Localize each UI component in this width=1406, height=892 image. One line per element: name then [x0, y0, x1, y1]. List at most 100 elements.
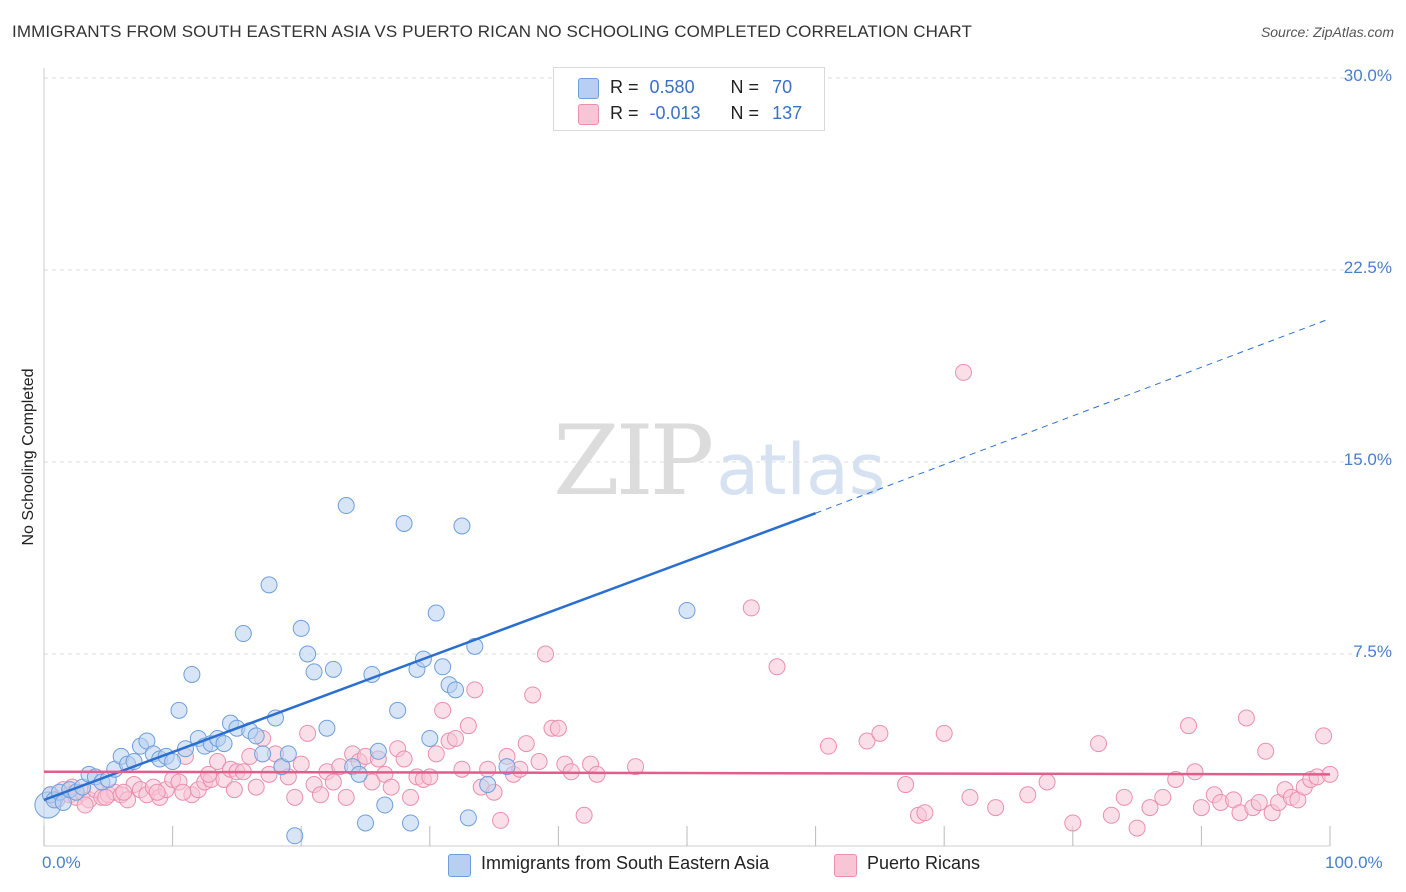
data-point-puerto-ricans: [517, 735, 535, 753]
data-point-puerto-ricans: [537, 645, 555, 663]
data-point-puerto-ricans: [299, 724, 317, 742]
data-point-puerto-ricans: [961, 788, 979, 806]
data-point-puerto-ricans: [588, 765, 606, 783]
y-tick-label: 22.5%: [1343, 258, 1392, 277]
data-point-immigrants-sea: [395, 514, 413, 532]
data-point-puerto-ricans: [1102, 806, 1120, 824]
legend-swatch-blue: [578, 78, 599, 99]
y-tick-label: 30.0%: [1343, 66, 1392, 85]
data-point-immigrants-sea: [279, 745, 297, 763]
n-label: N =: [730, 103, 760, 123]
data-point-immigrants-sea: [247, 727, 265, 745]
data-point-puerto-ricans: [434, 701, 452, 719]
y-axis-label: No Schooling Completed: [20, 368, 37, 546]
data-point-immigrants-sea: [234, 625, 252, 643]
data-point-puerto-ricans: [575, 806, 593, 824]
data-point-immigrants-sea: [183, 665, 201, 683]
legend-swatch-immigrants: [448, 854, 471, 877]
y-tick-label: 15.0%: [1343, 450, 1392, 469]
series-legend: Immigrants from South Eastern Asia Puert…: [0, 852, 1406, 878]
data-point-immigrants-sea: [678, 601, 696, 619]
data-point-puerto-ricans: [871, 724, 889, 742]
data-point-puerto-ricans: [363, 773, 381, 791]
series-puerto-ricans: [41, 363, 1339, 837]
data-point-puerto-ricans: [479, 760, 497, 778]
data-point-puerto-ricans: [1090, 735, 1108, 753]
data-point-puerto-ricans: [524, 686, 542, 704]
data-point-immigrants-sea: [318, 719, 336, 737]
data-point-puerto-ricans: [819, 737, 837, 755]
r-value: 0.580: [649, 77, 695, 97]
legend-text-blue: R = 0.580 N = 70: [610, 77, 792, 98]
data-point-puerto-ricans: [858, 732, 876, 750]
data-point-puerto-ricans: [492, 811, 510, 829]
data-point-puerto-ricans: [174, 783, 192, 801]
data-point-immigrants-sea: [402, 814, 420, 832]
data-point-puerto-ricans: [1192, 799, 1210, 817]
trend-line-immigrants-sea: [43, 512, 817, 802]
r-value: -0.013: [649, 103, 701, 123]
data-point-puerto-ricans: [1064, 814, 1082, 832]
data-point-puerto-ricans: [1167, 770, 1185, 788]
x-tick-label-min: 0.0%: [42, 853, 81, 872]
data-point-puerto-ricans: [768, 658, 786, 676]
n-label: N =: [730, 77, 760, 97]
data-point-puerto-ricans: [897, 776, 915, 794]
data-point-puerto-ricans: [382, 778, 400, 796]
data-point-immigrants-sea: [305, 663, 323, 681]
data-point-immigrants-sea: [376, 796, 394, 814]
data-point-immigrants-sea: [479, 776, 497, 794]
data-point-immigrants-sea: [164, 753, 182, 771]
data-point-puerto-ricans: [1154, 788, 1172, 806]
data-point-puerto-ricans: [1315, 727, 1333, 745]
n-value: 137: [772, 103, 803, 123]
data-point-immigrants-sea: [337, 497, 355, 515]
x-tick-label-max: 100.0%: [1325, 853, 1383, 872]
data-point-puerto-ricans: [209, 753, 227, 771]
trend-lines: [43, 318, 1331, 802]
legend-text-pink: R = -0.013 N = 137: [610, 103, 802, 124]
data-point-puerto-ricans: [324, 773, 342, 791]
data-point-immigrants-sea: [350, 765, 368, 783]
data-point-puerto-ricans: [97, 788, 115, 806]
legend-swatch-puerto-ricans: [834, 854, 857, 877]
data-point-puerto-ricans: [395, 750, 413, 768]
data-point-immigrants-sea: [447, 681, 465, 699]
data-point-puerto-ricans: [530, 753, 548, 771]
data-point-puerto-ricans: [1180, 717, 1198, 735]
data-point-puerto-ricans: [1237, 709, 1255, 727]
data-point-immigrants-sea: [453, 517, 471, 535]
r-label: R =: [610, 103, 639, 123]
data-point-immigrants-sea: [421, 729, 439, 747]
data-point-immigrants-sea: [427, 604, 445, 622]
data-point-puerto-ricans: [916, 804, 934, 822]
trend-line-puerto-ricans: [43, 770, 1331, 776]
y-tick-label: 7.5%: [1353, 642, 1392, 661]
data-point-immigrants-sea: [324, 660, 342, 678]
data-point-puerto-ricans: [549, 719, 567, 737]
trend-line-extension-immigrants-sea: [815, 318, 1331, 514]
data-point-puerto-ricans: [337, 788, 355, 806]
data-point-puerto-ricans: [742, 599, 760, 617]
data-point-immigrants-sea: [215, 735, 233, 753]
data-point-immigrants-sea: [292, 619, 310, 637]
data-point-immigrants-sea: [260, 576, 278, 594]
data-point-puerto-ricans: [260, 765, 278, 783]
data-point-puerto-ricans: [1115, 788, 1133, 806]
data-point-puerto-ricans: [200, 765, 218, 783]
data-point-puerto-ricans: [466, 681, 484, 699]
n-value: 70: [772, 77, 793, 97]
data-point-immigrants-sea: [357, 814, 374, 832]
data-point-puerto-ricans: [987, 799, 1005, 817]
data-point-puerto-ricans: [247, 778, 265, 796]
data-point-immigrants-sea: [498, 758, 516, 776]
data-point-immigrants-sea: [170, 701, 188, 719]
data-point-immigrants-sea: [286, 827, 304, 845]
data-point-puerto-ricans: [76, 796, 94, 814]
gridlines: [44, 77, 1365, 655]
legend-label-puerto-ricans: Puerto Ricans: [867, 853, 981, 873]
data-point-puerto-ricans: [311, 786, 329, 804]
data-point-puerto-ricans: [115, 783, 133, 801]
data-point-immigrants-sea: [299, 645, 317, 663]
data-point-puerto-ricans: [1257, 742, 1275, 760]
